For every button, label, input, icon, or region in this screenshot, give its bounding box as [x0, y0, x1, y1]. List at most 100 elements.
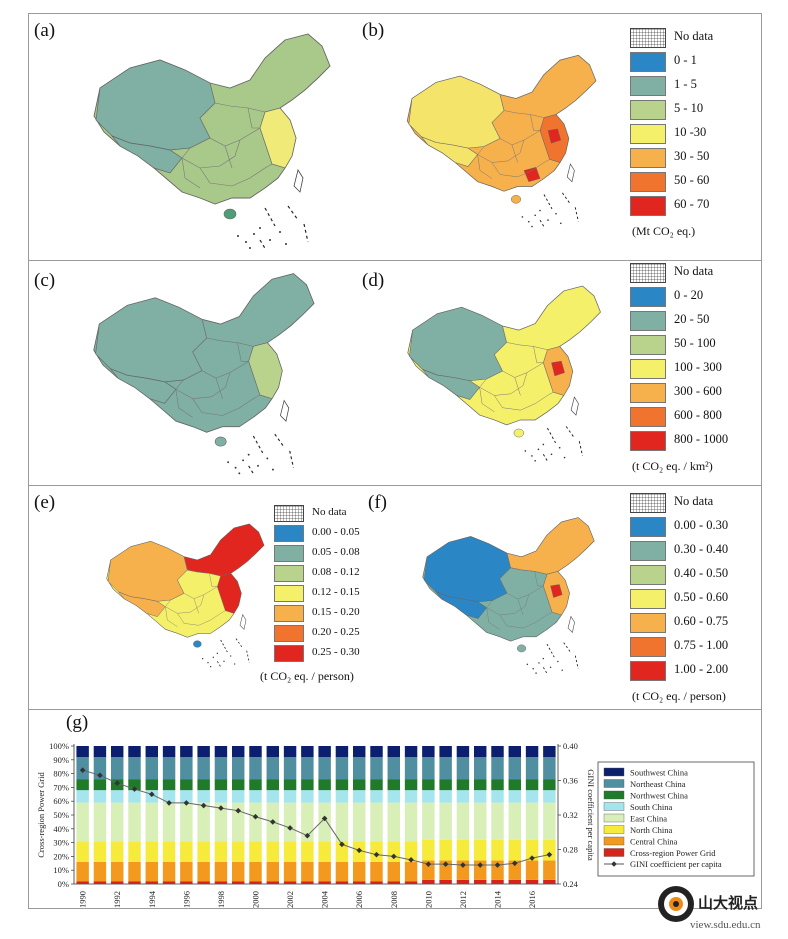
map-island-dot: [561, 669, 563, 671]
map-region-southwest: [421, 368, 481, 400]
map-province-border: [175, 370, 231, 399]
bar-segment: [318, 790, 331, 803]
map-province-border: [479, 387, 495, 412]
bar-segment: [370, 790, 383, 803]
x-tick-label: 1994: [147, 890, 157, 908]
bar-segment: [283, 757, 297, 780]
gini-line: [82, 769, 550, 866]
bar-segment: [283, 802, 297, 842]
bar-segment: [145, 861, 159, 882]
chart-legend-swatch: [603, 848, 625, 857]
bar-segment: [110, 861, 124, 882]
legend-swatch: [630, 541, 666, 561]
bar-segment: [543, 860, 556, 880]
bar-segment: [525, 757, 539, 780]
map-island-dot: [237, 235, 239, 237]
map-region-east: [259, 107, 297, 169]
bar-segment: [76, 746, 89, 758]
legend-label: 0.75 - 1.00: [674, 638, 729, 652]
bar-segment: [214, 779, 228, 791]
map-island-dot: [202, 658, 204, 660]
gini-point: [390, 853, 397, 860]
bar-segment: [318, 802, 331, 842]
bar-segment: [301, 757, 314, 780]
bar-segment: [456, 879, 470, 884]
map-island-dot: [234, 663, 236, 665]
gini-point: [252, 813, 259, 820]
bar-segment: [370, 841, 383, 862]
map-island-taiwan: [293, 168, 304, 193]
bar-segment: [283, 881, 297, 884]
legend-swatch: [630, 517, 666, 537]
map-island-dot: [549, 666, 552, 669]
bar-segment: [266, 757, 280, 780]
map-island-dot: [210, 666, 212, 668]
gini-point: [148, 791, 155, 798]
y2-tick-label: 0.24: [563, 879, 579, 889]
legend-swatch: [630, 287, 666, 307]
legend-swatch: [630, 661, 666, 681]
bar-segment: [162, 746, 176, 758]
bar-segment: [335, 881, 349, 884]
map-region-hotspot-south: [523, 167, 541, 182]
map-island-dot: [216, 652, 218, 654]
map-province-border: [494, 342, 544, 378]
bar-segment: [93, 881, 107, 884]
legend-swatch: [274, 625, 304, 642]
chart-legend-label: Northeast China: [630, 779, 686, 789]
bar-segment: [180, 881, 193, 884]
chart-legend-swatch: [603, 779, 625, 788]
legend-label: No data: [674, 29, 714, 43]
gini-point: [304, 832, 311, 839]
map-province-border: [193, 598, 199, 614]
map-province-border: [534, 571, 544, 587]
legend-unit: (t CO₂ eq. / person): [632, 689, 726, 703]
map-province-border: [165, 606, 178, 627]
bar-segment: [508, 779, 522, 791]
bar-segment: [491, 839, 504, 861]
bar-segment: [283, 841, 297, 862]
chart-legend-swatch: [603, 802, 625, 811]
bar-segment: [387, 746, 401, 758]
gini-point: [425, 861, 432, 867]
map-d: [407, 285, 601, 463]
bar-segment: [197, 881, 210, 884]
map-island-taiwan: [567, 615, 575, 634]
legend-unit: (t CO₂ eq. / person): [260, 669, 354, 683]
bar-segment: [301, 802, 314, 842]
map-island-dot: [531, 455, 533, 457]
panel-label-d: (d): [362, 270, 385, 291]
map-island-dot: [227, 461, 230, 464]
map-province-border: [181, 157, 201, 189]
bar-segment: [352, 881, 366, 884]
map-region-southwest: [117, 591, 166, 617]
legend-swatch: [630, 52, 666, 72]
bar-segment: [387, 757, 401, 780]
legend-label: No data: [674, 494, 714, 508]
y-tick-label: 60%: [53, 796, 69, 806]
gini-point: [546, 851, 553, 858]
map-island-dot: [242, 459, 244, 462]
bar-segment: [508, 790, 522, 803]
map-island-dot: [560, 222, 562, 225]
chart-legend-label: GINI coefficient per capita: [630, 859, 722, 869]
bar-segment: [404, 757, 418, 780]
bar-segment: [197, 746, 210, 758]
map-island-dot: [230, 655, 232, 657]
legend-swatch: [274, 545, 304, 562]
legend-f: No data 0.00 - 0.30 0.30 - 0.40 0.40 - 0.50…: [630, 493, 760, 708]
bar-segment: [370, 861, 383, 882]
bar-segment: [439, 879, 452, 884]
bar-segment: [249, 757, 262, 780]
legend-label: 0.15 - 0.20: [312, 606, 360, 618]
bar-segment: [439, 790, 452, 803]
bar-segment: [404, 746, 418, 758]
panel-frame-g: [28, 709, 762, 909]
chart-legend-swatch: [603, 825, 625, 834]
bar-segment: [197, 802, 210, 842]
y2-tick-label: 0.40: [563, 741, 578, 751]
bar-segment: [335, 779, 349, 791]
legend-label: 0.05 - 0.08: [312, 546, 360, 558]
map-province-border: [530, 114, 540, 131]
legend-swatch: [630, 263, 666, 283]
